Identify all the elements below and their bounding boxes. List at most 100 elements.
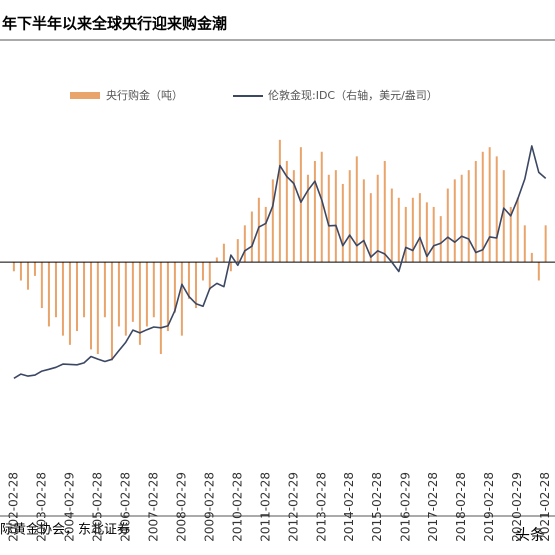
bar xyxy=(432,206,435,263)
bar xyxy=(355,156,358,263)
bar xyxy=(467,170,470,263)
bar xyxy=(83,262,86,318)
bar xyxy=(488,147,491,263)
bar xyxy=(348,170,351,263)
bar xyxy=(495,156,498,263)
bar xyxy=(481,151,484,263)
bar xyxy=(159,262,162,355)
x-tick-label: 2008-02-29 xyxy=(174,472,188,542)
source: 际黄金协会，东北证券 xyxy=(0,522,130,538)
x-tick-label: 2015-02-28 xyxy=(370,472,384,542)
bar xyxy=(236,239,239,263)
bar xyxy=(33,262,36,276)
bar xyxy=(397,197,400,263)
bar xyxy=(278,139,281,263)
x-tick-label: 2011-02-28 xyxy=(258,472,272,542)
bar xyxy=(257,197,260,263)
bar xyxy=(285,160,288,263)
x-tick-label: 2002-02-28 xyxy=(6,472,20,542)
watermark: 头条 xyxy=(515,526,545,544)
bar xyxy=(544,225,547,263)
bar xyxy=(187,262,190,299)
bar xyxy=(334,170,337,263)
bar xyxy=(47,262,50,327)
bar xyxy=(250,211,253,263)
x-tick-label: 2017-02-28 xyxy=(426,472,440,542)
bar xyxy=(523,225,526,263)
bar xyxy=(208,262,211,290)
bar xyxy=(145,262,148,327)
bar xyxy=(411,197,414,263)
bar xyxy=(446,188,449,263)
legend-label: 伦敦金现:IDC（右轴，美元/盎司） xyxy=(268,88,438,102)
x-tick-label: 2013-02-28 xyxy=(314,472,328,542)
bar xyxy=(474,160,477,263)
bar xyxy=(222,243,225,263)
bar xyxy=(96,262,99,355)
x-tick-label: 2012-02-29 xyxy=(286,472,300,542)
bar xyxy=(90,262,93,350)
bar xyxy=(320,151,323,263)
bar xyxy=(418,193,421,263)
legend-label: 央行购金（吨） xyxy=(106,88,183,102)
bar xyxy=(110,262,113,361)
bar xyxy=(243,225,246,263)
chart-title: 年下半年以来全球央行迎来购金潮 xyxy=(2,15,227,33)
bar xyxy=(537,262,540,281)
bar xyxy=(131,262,134,322)
bar xyxy=(313,160,316,263)
x-tick-label: 2003-02-28 xyxy=(34,472,48,542)
bar xyxy=(425,202,428,263)
bar xyxy=(362,179,365,263)
bar xyxy=(306,174,309,263)
x-tick-label: 2009-02-28 xyxy=(202,472,216,542)
bar xyxy=(439,216,442,263)
bar xyxy=(152,262,155,318)
bar xyxy=(194,262,197,309)
x-tick-label: 2016-02-29 xyxy=(398,472,412,542)
bar xyxy=(502,170,505,263)
bar xyxy=(180,262,183,336)
bar xyxy=(19,262,22,281)
x-tick-label: 2007-02-28 xyxy=(146,472,160,542)
bar xyxy=(138,262,141,345)
bar xyxy=(103,262,106,318)
bar xyxy=(299,147,302,263)
bar xyxy=(376,174,379,263)
bar xyxy=(530,252,533,263)
bar xyxy=(271,179,274,263)
bar xyxy=(117,262,120,327)
x-tick-label: 2020-02-29 xyxy=(510,472,524,542)
bar xyxy=(68,262,71,345)
bar xyxy=(26,262,29,290)
bar xyxy=(201,262,204,281)
bar xyxy=(453,179,456,263)
bar xyxy=(516,197,519,263)
bar xyxy=(341,183,344,263)
bar xyxy=(509,206,512,263)
bar xyxy=(229,262,232,272)
x-tick-label: 2019-02-28 xyxy=(482,472,496,542)
x-tick-label: 2014-02-28 xyxy=(342,472,356,542)
bar xyxy=(264,206,267,263)
x-tick-label: 2004-02-29 xyxy=(62,472,76,542)
bar xyxy=(383,160,386,263)
bar xyxy=(40,262,43,309)
price-line xyxy=(13,145,547,379)
x-tick-label: 2018-02-28 xyxy=(454,472,468,542)
bar xyxy=(124,262,127,336)
bar xyxy=(369,193,372,263)
bar xyxy=(12,262,15,272)
bar xyxy=(61,262,64,336)
bar xyxy=(54,262,57,318)
x-tick-label: 2010-02-28 xyxy=(230,472,244,542)
bar xyxy=(173,262,176,313)
bar xyxy=(75,262,78,332)
bar xyxy=(327,174,330,263)
bar xyxy=(166,262,169,332)
bar xyxy=(292,170,295,263)
bar xyxy=(404,206,407,263)
legend-swatch xyxy=(70,92,100,99)
x-tick-label: 2006-02-28 xyxy=(118,472,132,542)
